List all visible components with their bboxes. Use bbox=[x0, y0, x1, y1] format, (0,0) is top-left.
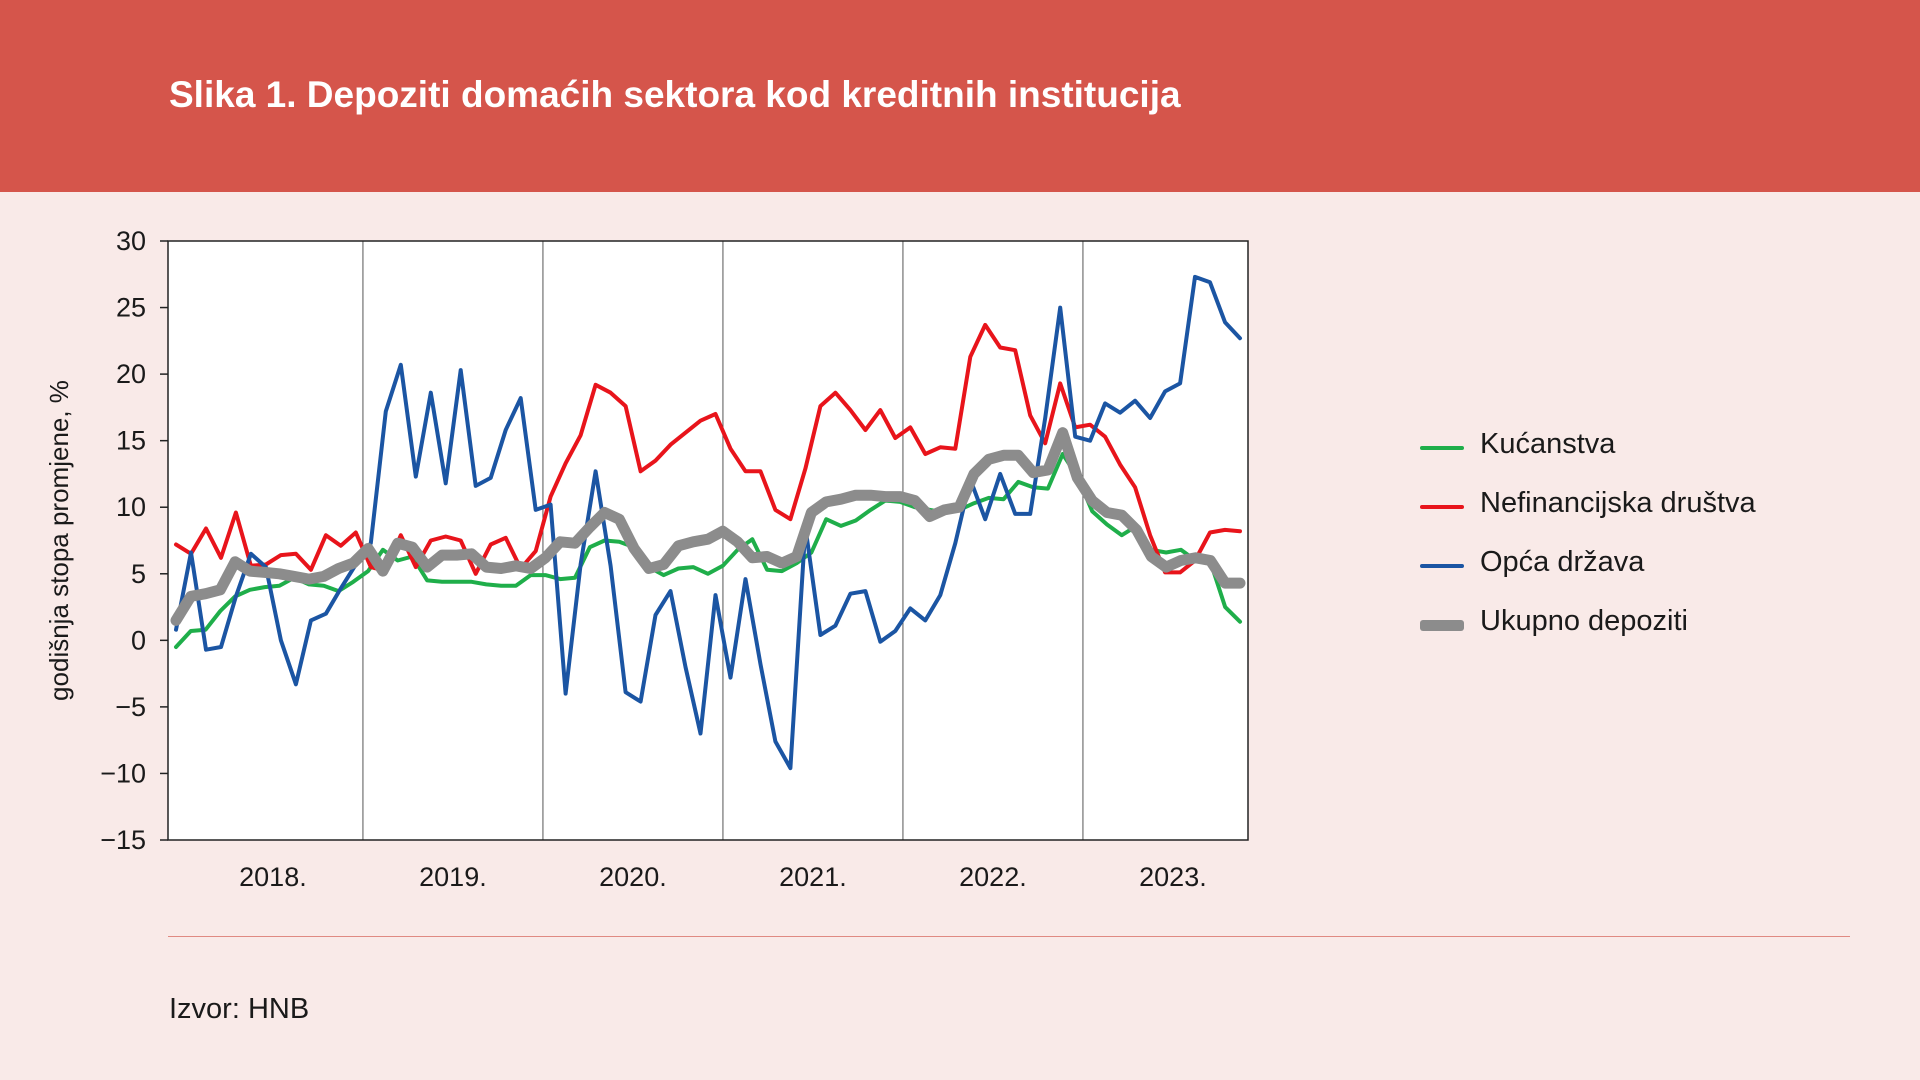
y-tick-label: 5 bbox=[131, 559, 146, 589]
y-axis-label: godišnja stopa promjene, % bbox=[44, 380, 74, 701]
series-line-ukupno-depoziti bbox=[170, 427, 1246, 626]
legend-label: Nefinancijska društva bbox=[1480, 487, 1756, 519]
y-tick-label: 30 bbox=[116, 226, 146, 256]
x-tick-label: 2021. bbox=[779, 862, 847, 892]
legend-item: Ukupno depoziti bbox=[1420, 605, 1820, 645]
y-tick-label: 25 bbox=[116, 293, 146, 323]
x-tick-label: 2019. bbox=[419, 862, 487, 892]
legend-swatch bbox=[1420, 619, 1464, 631]
plot-frame bbox=[167, 240, 1249, 841]
y-tick-label: 10 bbox=[116, 492, 146, 522]
series-line-ku-anstva bbox=[174, 452, 1242, 649]
x-tick-label: 2022. bbox=[959, 862, 1027, 892]
x-tick-label: 2023. bbox=[1139, 862, 1207, 892]
legend-item: Kućanstva bbox=[1420, 428, 1820, 468]
legend-swatch bbox=[1420, 564, 1464, 568]
y-tick-label: 15 bbox=[116, 426, 146, 456]
legend-item: Opća država bbox=[1420, 546, 1820, 586]
y-tick-label: 0 bbox=[131, 625, 146, 655]
legend-swatch bbox=[1420, 505, 1464, 509]
y-tick-label: −5 bbox=[115, 692, 146, 722]
divider-line bbox=[168, 936, 1850, 937]
legend-label: Opća država bbox=[1480, 546, 1645, 578]
chart-title: Slika 1. Depoziti domaćih sektora kod kr… bbox=[169, 74, 1181, 115]
legend-label: Kućanstva bbox=[1480, 428, 1616, 460]
header-banner: Slika 1. Depoziti domaćih sektora kod kr… bbox=[0, 0, 1920, 192]
legend-item: Nefinancijska društva bbox=[1420, 487, 1820, 527]
legend-swatch bbox=[1420, 446, 1464, 450]
y-tick-label: −10 bbox=[100, 758, 146, 788]
series-line-nefinancijska-dru-tva bbox=[174, 322, 1242, 576]
y-tick-label: 20 bbox=[116, 359, 146, 389]
source-note: Izvor: HNB bbox=[169, 993, 310, 1025]
x-tick-label: 2020. bbox=[599, 862, 667, 892]
y-tick-label: −15 bbox=[100, 825, 146, 855]
legend-label: Ukupno depoziti bbox=[1480, 605, 1688, 637]
x-tick-label: 2018. bbox=[239, 862, 307, 892]
